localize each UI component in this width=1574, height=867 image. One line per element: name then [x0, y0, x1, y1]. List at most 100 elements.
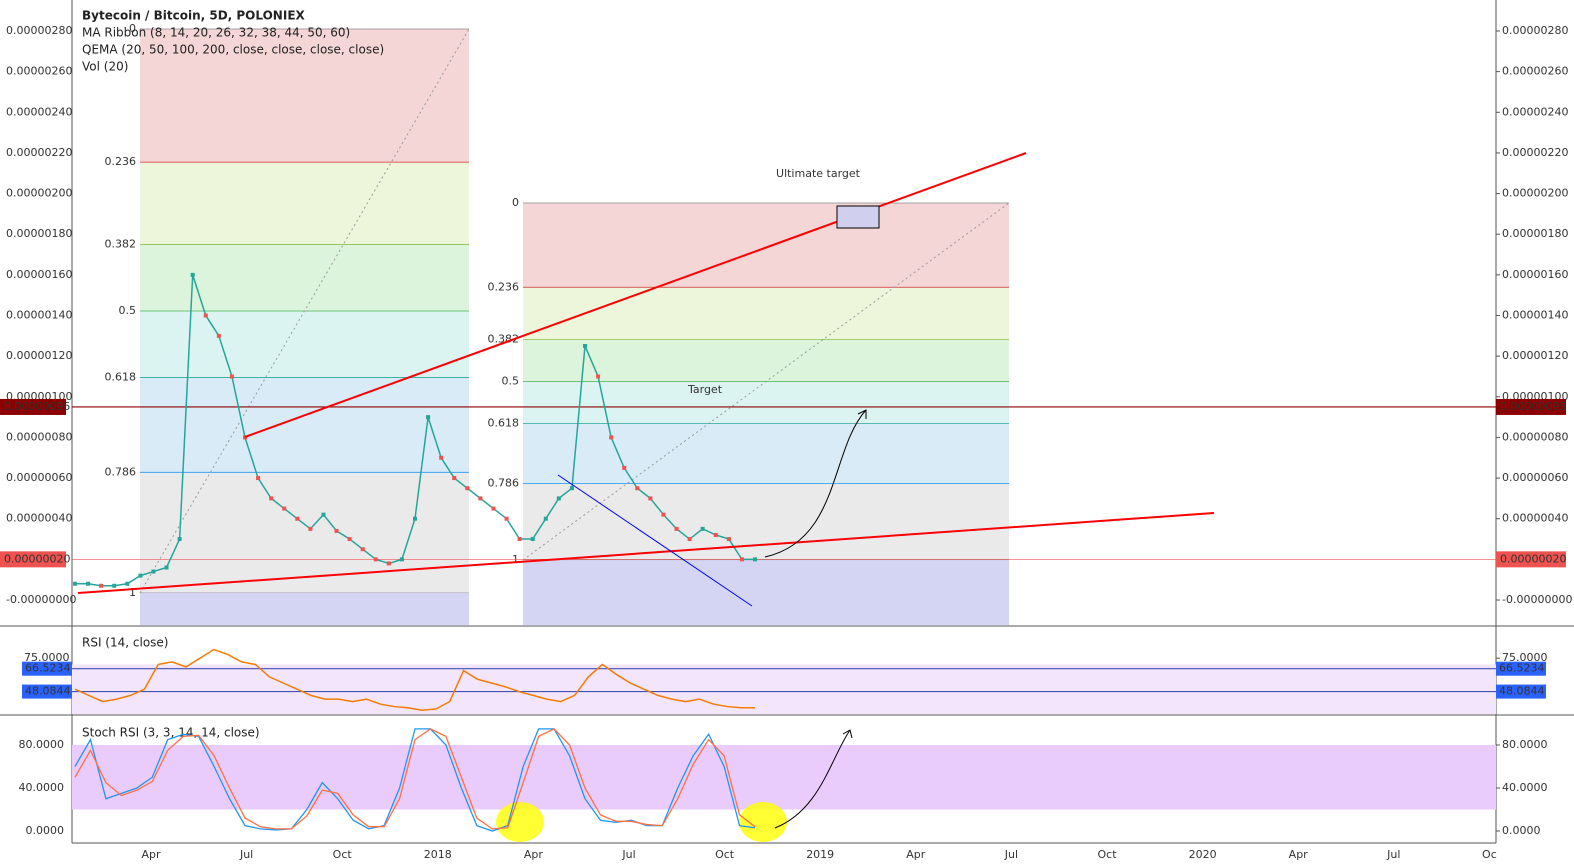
price-point	[661, 512, 666, 517]
fib-band	[140, 472, 469, 593]
price-point	[334, 528, 339, 533]
time-label: 2019	[806, 848, 834, 861]
fib-band	[140, 162, 469, 245]
price-line-label: 0.00000095	[1500, 400, 1566, 413]
rsi-band	[72, 664, 1496, 714]
price-point	[583, 343, 587, 348]
price-point	[700, 526, 705, 531]
price-tick-label: 0.00000240	[6, 105, 72, 118]
price-point	[243, 435, 247, 440]
price-line-badge	[0, 398, 66, 415]
fib-label: 0.5	[502, 375, 520, 388]
price-point	[229, 374, 234, 379]
fib-band	[140, 244, 469, 311]
price-tick-label: 0.00000240	[1502, 105, 1568, 118]
stoch-tick-label: 80.0000	[19, 738, 65, 751]
price-point	[452, 476, 457, 481]
price-tick-label: 0.00000040	[6, 512, 72, 525]
price-point	[622, 465, 627, 470]
price-point	[635, 486, 640, 491]
rsi-level-badge	[22, 684, 72, 699]
price-point	[203, 313, 208, 318]
fib-diagonal	[522, 202, 1010, 561]
indicator-legend: Vol (20)	[82, 60, 128, 74]
trend-line	[77, 512, 1215, 594]
fib-label: 0.382	[105, 237, 137, 250]
time-label: Oct	[715, 848, 735, 861]
fib-band	[523, 560, 1009, 625]
price-tick-label: -0.00000000	[1502, 593, 1572, 606]
fib-label: 1	[129, 586, 136, 599]
time-label: Apr	[524, 848, 544, 861]
stoch-tick-label: 0.0000	[26, 824, 65, 837]
price-tick-label: 0.00000040	[1502, 512, 1568, 525]
price-tick-label: 0.00000200	[6, 187, 72, 200]
price-point	[177, 537, 182, 542]
price-tick-label: 0.00000280	[6, 24, 72, 37]
price-tick-label: 0.00000280	[1502, 24, 1568, 37]
price-point	[687, 537, 692, 542]
price-point	[99, 583, 104, 588]
fib-label: 0.618	[105, 371, 137, 384]
time-label: Jul	[1386, 848, 1400, 861]
stoch-tick-label: 80.0000	[1502, 738, 1548, 751]
price-point	[569, 486, 574, 491]
price-point	[530, 537, 535, 542]
time-label: Jul	[239, 848, 253, 861]
rsi-level-badge	[22, 661, 72, 676]
price-point	[347, 537, 352, 542]
price-tick-label: -0.00000000	[6, 593, 76, 606]
price-tick-label: 0.00000140	[1502, 309, 1568, 322]
price-tick-label: 0.00000160	[1502, 268, 1568, 281]
trend-line	[557, 474, 753, 607]
price-tick-label: 0.00000200	[1502, 187, 1568, 200]
fib-band	[523, 287, 1009, 340]
price-point	[151, 569, 156, 574]
fib-band	[523, 483, 1009, 560]
price-point	[269, 496, 274, 501]
price-line-label: 0.00000095	[4, 400, 70, 413]
price-tick-label: 0.00000060	[1502, 471, 1568, 484]
fib-label: 0.786	[105, 465, 137, 478]
fib-label: 0.786	[488, 477, 520, 490]
pane-title: Stoch RSI (3, 3, 14, 14, close)	[82, 726, 260, 740]
price-point	[726, 537, 731, 542]
time-label: Apr	[1289, 848, 1309, 861]
price-point	[543, 516, 548, 521]
time-label: Jul	[1004, 848, 1018, 861]
fib-band	[523, 423, 1009, 484]
price-point	[465, 486, 470, 491]
price-tick-label: 0.00000060	[6, 471, 72, 484]
price-tick-label: 0.00000120	[6, 349, 72, 362]
arrow	[774, 729, 853, 829]
price-point	[674, 526, 679, 531]
fib-label: 0.236	[488, 280, 520, 293]
price-point	[282, 506, 287, 511]
fib-label: 0	[512, 196, 519, 209]
fib-band	[140, 29, 469, 163]
fib-label: 0.236	[105, 155, 137, 168]
price-line-badge	[0, 551, 66, 568]
fib-label: 0.382	[488, 332, 520, 345]
time-label: Apr	[906, 848, 926, 861]
target-box	[836, 205, 880, 229]
fib-band	[140, 593, 469, 625]
price-point	[295, 516, 300, 521]
price-line-label: 0.00000020	[1500, 552, 1566, 565]
price-point	[713, 532, 718, 537]
price-tick-label: 0.00000080	[6, 430, 72, 443]
time-label: Apr	[141, 848, 161, 861]
fib-band	[140, 377, 469, 473]
price-point	[321, 512, 326, 517]
price-point	[413, 516, 417, 521]
indicator-legend: QEMA (20, 50, 100, 200, close, close, cl…	[82, 43, 384, 57]
fib-band	[523, 381, 1009, 424]
price-tick-label: 0.00000220	[6, 146, 72, 159]
price-point	[308, 526, 313, 531]
stoch-tick-label: 40.0000	[1502, 781, 1548, 794]
time-label: Oct	[1097, 848, 1117, 861]
stoch-tick-label: 40.0000	[19, 781, 65, 794]
rsi-tick-label: 75.0000	[1502, 651, 1548, 664]
stoch-tick-label: 0.0000	[1502, 824, 1541, 837]
